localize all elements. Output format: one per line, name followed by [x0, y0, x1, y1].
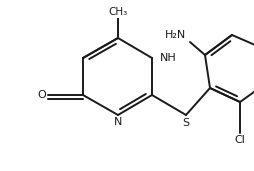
Text: N: N: [114, 117, 122, 127]
Text: S: S: [182, 118, 189, 128]
Text: H₂N: H₂N: [165, 30, 186, 40]
Text: O: O: [37, 90, 46, 100]
Text: Cl: Cl: [234, 135, 245, 145]
Text: NH: NH: [160, 53, 177, 63]
Text: CH₃: CH₃: [108, 7, 128, 17]
